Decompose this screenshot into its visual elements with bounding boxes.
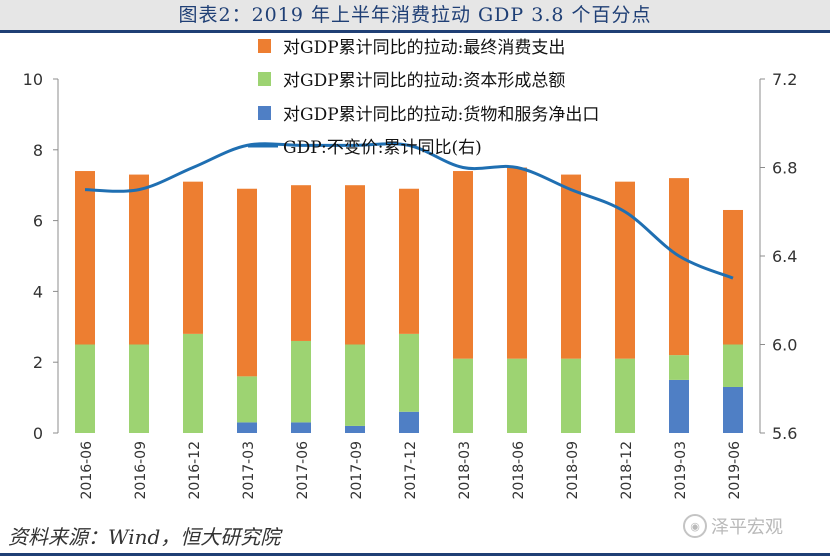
bar-segment xyxy=(561,359,581,433)
right-axis-tick-label: 6.4 xyxy=(772,247,797,266)
bar-segment xyxy=(561,175,581,359)
left-axis-tick-label: 10 xyxy=(23,70,43,89)
bar-segment xyxy=(669,355,689,380)
bar-segment xyxy=(237,189,257,377)
left-axis-tick-label: 6 xyxy=(33,212,43,231)
bar-segment xyxy=(237,376,257,422)
bar-segment xyxy=(75,171,95,344)
bar-segment xyxy=(399,334,419,412)
x-axis-tick-label: 2016-12 xyxy=(187,441,203,500)
right-axis-tick-label: 6.8 xyxy=(772,159,797,178)
bar-segment xyxy=(723,387,743,433)
x-axis-tick-label: 2016-09 xyxy=(133,441,149,500)
bar-segment xyxy=(615,359,635,433)
bar-segment xyxy=(345,345,365,426)
legend-swatch xyxy=(258,106,271,120)
bar-segment xyxy=(507,359,527,433)
left-axis-tick-label: 2 xyxy=(33,353,43,372)
bar-segment xyxy=(507,168,527,359)
bar-segment xyxy=(237,422,257,433)
bar-segment xyxy=(345,426,365,433)
left-axis-tick-label: 0 xyxy=(33,424,43,443)
bar-segment xyxy=(291,341,311,422)
legend-label: GDP:不变价:累计同比(右) xyxy=(283,138,482,158)
x-axis-tick-label: 2018-12 xyxy=(619,441,635,500)
x-axis-tick-label: 2019-03 xyxy=(673,441,689,500)
bar-segment xyxy=(291,422,311,433)
x-axis-tick-label: 2018-09 xyxy=(565,441,581,500)
bar-segment xyxy=(453,359,473,433)
x-axis-tick-label: 2017-09 xyxy=(349,441,365,500)
bar-segment xyxy=(291,185,311,341)
bar-segment xyxy=(75,345,95,434)
right-axis-tick-label: 6.0 xyxy=(772,336,797,355)
wechat-icon: ◉ xyxy=(683,514,707,538)
legend-swatch xyxy=(258,72,271,86)
bar-segment xyxy=(129,345,149,434)
bar-segment xyxy=(669,380,689,433)
legend-label: 对GDP累计同比的拉动:最终消费支出 xyxy=(283,38,565,58)
bar-segment xyxy=(129,175,149,345)
bar-segment xyxy=(345,185,365,344)
legend-label: 对GDP累计同比的拉动:货物和服务净出口 xyxy=(283,105,599,125)
bar-segment xyxy=(453,171,473,359)
watermark: ◉ 泽平宏观 xyxy=(683,512,783,540)
bar-segment xyxy=(399,189,419,334)
bar-segment xyxy=(399,412,419,433)
bar-segment xyxy=(183,334,203,433)
x-axis-tick-label: 2019-06 xyxy=(727,441,743,500)
legend-label: 对GDP累计同比的拉动:资本形成总额 xyxy=(283,71,565,91)
bar-segment xyxy=(183,182,203,334)
bar-segment xyxy=(723,345,743,387)
x-axis-tick-label: 2018-03 xyxy=(457,441,473,500)
x-axis-tick-label: 2017-03 xyxy=(241,441,257,500)
x-axis-tick-label: 2017-06 xyxy=(295,441,311,500)
gdp-contribution-chart: 0 2 4 6 8 10 5.6 6.0 6.4 6.8 7.2 2016-06 2016-09 2016… xyxy=(0,34,830,520)
bar-segment xyxy=(669,178,689,355)
chart-title: 图表2：2019 年上半年消费拉动 GDP 3.8 个百分点 xyxy=(0,0,830,33)
x-axis-tick-label: 2017-12 xyxy=(403,441,419,500)
legend-swatch xyxy=(258,39,271,53)
left-axis-tick-label: 4 xyxy=(33,282,43,301)
left-axis-tick-label: 8 xyxy=(33,141,43,160)
right-axis-tick-label: 7.2 xyxy=(772,70,797,89)
right-axis-tick-label: 5.6 xyxy=(772,424,797,443)
watermark-text: 泽平宏观 xyxy=(711,513,783,539)
x-axis-tick-label: 2018-06 xyxy=(511,441,527,500)
x-axis-tick-label: 2016-06 xyxy=(79,441,95,500)
source-note: 资料来源：Wind，恒大研究院 xyxy=(8,521,280,550)
